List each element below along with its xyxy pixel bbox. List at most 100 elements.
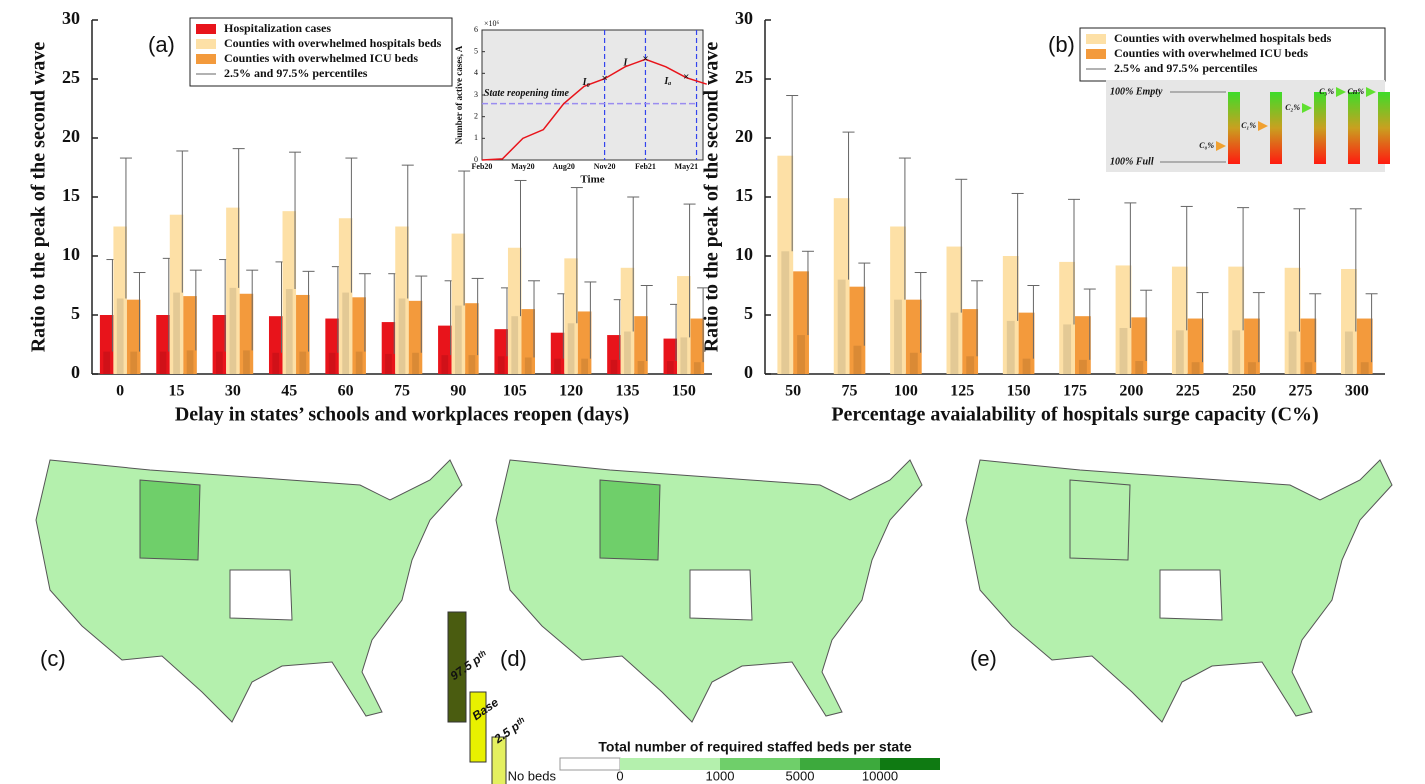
legend-label: Counties with overwhelmed ICU beds xyxy=(1114,46,1308,60)
lower-percentile-bar xyxy=(1006,320,1015,374)
lower-percentile-bar xyxy=(554,358,561,374)
x-tick-label: Nov20 xyxy=(594,162,616,171)
y-axis-label: Number of active cases, A xyxy=(454,45,464,144)
x-tick-label: May20 xyxy=(511,162,535,171)
y-tick-label: 20 xyxy=(735,126,753,146)
lower-percentile-bar xyxy=(299,351,307,374)
x-tick-label: 0 xyxy=(116,383,124,400)
bar xyxy=(226,207,240,374)
x-axis-label: Percentage avaialability of hospitals su… xyxy=(831,404,1318,426)
map-region xyxy=(689,569,753,621)
legend-label: Counties with overwhelmed hospitals beds xyxy=(224,36,442,50)
y-tick-label: 0 xyxy=(71,362,80,382)
x-tick-label: 150 xyxy=(1007,383,1031,400)
bar xyxy=(620,267,635,374)
y-tick-label: 10 xyxy=(735,244,753,264)
bar xyxy=(325,318,339,374)
lower-percentile-bar xyxy=(328,352,336,374)
y-axis-label: Ratio to the peak of the second wave xyxy=(701,42,723,353)
panel-label: (d) xyxy=(500,646,527,671)
bar xyxy=(126,299,141,374)
panel-label: (c) xyxy=(40,646,66,671)
y-tick-label: 20 xyxy=(62,126,80,146)
lower-percentile-bar xyxy=(1304,362,1313,374)
y-tick-label: 15 xyxy=(735,185,753,205)
lower-percentile-bar xyxy=(524,357,532,374)
legend-label: 2.5% and 97.5% percentiles xyxy=(1114,61,1258,75)
x-axis-label: Time xyxy=(580,174,604,186)
lower-percentile-bar xyxy=(243,350,250,374)
panel-label: (a) xyxy=(148,32,175,57)
bar xyxy=(890,226,906,374)
bar xyxy=(849,286,866,374)
annotation: State reopening time xyxy=(484,88,570,99)
lower-percentile-bar xyxy=(468,355,476,374)
x-tick-label: Feb21 xyxy=(635,162,656,171)
x-tick-label: 45 xyxy=(281,383,297,400)
x-tick-label: 15 xyxy=(169,383,185,400)
marker-arrow xyxy=(1302,103,1312,113)
bar xyxy=(550,332,565,374)
bar xyxy=(521,309,536,374)
bar xyxy=(395,226,409,374)
lower-percentile-bar xyxy=(1288,331,1297,374)
legend-box xyxy=(189,17,453,87)
bar xyxy=(408,300,423,374)
y-tick-label: 5 xyxy=(474,46,478,55)
bar xyxy=(1244,318,1260,374)
bar xyxy=(183,296,197,374)
y-tick-label: 15 xyxy=(62,185,80,205)
lower-percentile-bar xyxy=(412,352,419,374)
lower-percentile-bar xyxy=(1078,359,1087,374)
x-tick-label: 275 xyxy=(1288,383,1312,400)
legend-label: Counties with overwhelmed hospitals beds xyxy=(1114,31,1332,45)
bar xyxy=(962,309,979,374)
legend-swatch xyxy=(196,24,216,34)
lower-percentile-bar xyxy=(950,312,959,374)
diagram-label: 100% Empty xyxy=(1110,86,1163,97)
legend-swatch xyxy=(196,39,216,49)
bar xyxy=(1228,266,1245,374)
lower-percentile-bar xyxy=(1248,362,1256,374)
bar xyxy=(99,315,114,374)
diagram-label: 100% Full xyxy=(1110,156,1154,167)
lower-percentile-bar xyxy=(272,352,280,374)
marker-arrow xyxy=(1258,121,1268,131)
bar xyxy=(113,226,127,374)
bar xyxy=(1002,256,1019,374)
bar xyxy=(494,329,508,374)
lower-percentile-bar xyxy=(454,305,462,374)
point-marker: × xyxy=(642,53,648,65)
x-tick-label: 150 xyxy=(672,383,696,400)
diagram-marker: C₀% xyxy=(1199,141,1214,150)
bar xyxy=(438,325,452,374)
capacity-bar xyxy=(1228,92,1240,164)
bar xyxy=(1284,267,1301,374)
legend-label: Counties with overwhelmed ICU beds xyxy=(224,51,418,65)
y-axis-label: Ratio to the peak of the second wave xyxy=(28,42,50,353)
annotation: I xyxy=(622,58,628,69)
bar xyxy=(1341,268,1357,374)
bar xyxy=(1131,317,1148,374)
lower-percentile-bar xyxy=(1175,330,1184,374)
x-axis-label: Delay in states’ schools and workplaces … xyxy=(175,404,629,426)
bar xyxy=(1356,318,1373,374)
annotation: Iₐ xyxy=(663,76,671,87)
diagram-marker: C₃% xyxy=(1319,87,1334,96)
lower-percentile-bar xyxy=(1119,327,1128,374)
point-marker: × xyxy=(683,71,689,83)
bar xyxy=(833,198,850,374)
lower-percentile-bar xyxy=(1232,330,1241,374)
bar xyxy=(381,322,396,374)
bar-legend-label: 2.5 pᵗʰ xyxy=(491,714,529,746)
x-tick-label: 250 xyxy=(1232,383,1256,400)
bar xyxy=(451,233,466,374)
lower-percentile-bar xyxy=(116,298,124,374)
x-tick-label: 200 xyxy=(1119,383,1143,400)
bar xyxy=(338,218,353,374)
map-legend-label: 0 xyxy=(616,768,623,783)
lower-percentile-bar xyxy=(894,299,902,374)
bar xyxy=(564,258,578,374)
capacity-bar xyxy=(1314,92,1326,164)
